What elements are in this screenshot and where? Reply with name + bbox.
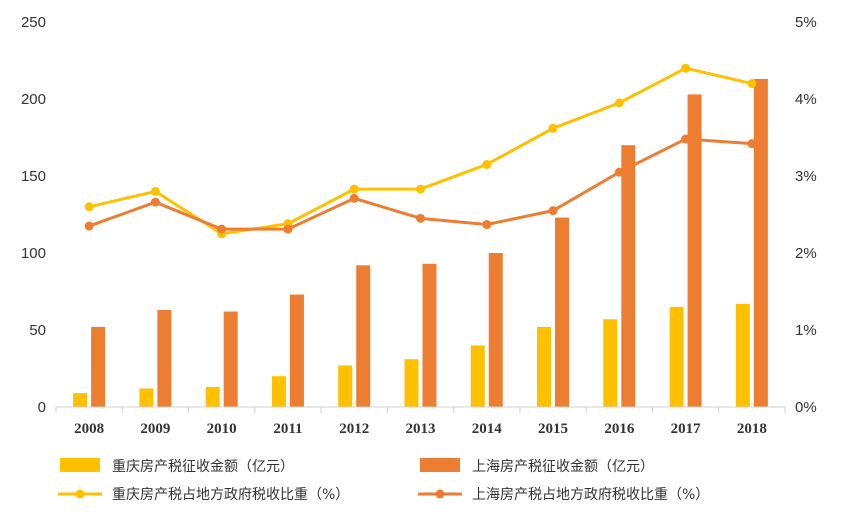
point-chongqing [747,79,757,89]
x-tick-label: 2011 [273,421,302,437]
bar-chongqing [271,376,286,407]
x-tick-label: 2016 [604,421,635,437]
right-tick-label: 2% [795,245,817,262]
x-tick-label: 2013 [406,421,436,437]
bar-chongqing [735,303,750,407]
legend-swatch-marker [435,489,445,499]
bar-chongqing [470,345,485,407]
legend-swatch [60,458,100,472]
right-tick-label: 0% [795,399,817,416]
point-chongqing [548,123,558,133]
bar-chongqing [139,388,154,407]
bar-shanghai [223,311,238,407]
x-tick-label: 2010 [207,421,237,437]
point-chongqing [416,184,425,194]
x-tick-label: 2008 [74,421,104,437]
left-tick-label: 250 [21,14,46,31]
point-shanghai [84,221,94,231]
bar-chongqing [537,326,552,407]
point-shanghai [614,167,624,177]
point-shanghai [548,206,558,216]
right-tick-label: 3% [795,168,817,185]
point-chongqing [614,98,624,108]
x-tick-label: 2018 [737,421,767,437]
point-chongqing [150,186,160,196]
bar-shanghai [91,326,106,407]
bar-chongqing [603,319,618,407]
point-chongqing [681,63,691,73]
bar-shanghai [422,263,437,407]
bar-series [73,78,768,407]
point-chongqing [482,159,492,169]
point-shanghai [349,193,359,203]
left-tick-label: 50 [29,322,46,339]
legend: 重庆房产税征收金额（亿元） 上海房产税征收金额（亿元） 重庆房产税占地方政府税收比重… [58,458,709,503]
point-shanghai [681,134,691,144]
x-tick-label: 2015 [538,421,568,437]
x-tick-label: 2012 [339,421,369,437]
bar-chongqing [404,359,419,407]
bar-shanghai [621,145,636,407]
point-chongqing [84,202,94,212]
right-tick-label: 4% [795,91,817,108]
line-chongqing [88,66,753,236]
left-tick-label: 100 [21,245,46,262]
left-tick-label: 150 [21,168,46,185]
x-tick-label: 2009 [140,421,170,437]
left-tick-label: 200 [21,91,46,108]
bar-shanghai [753,78,768,407]
bar-shanghai [687,94,702,407]
point-shanghai [416,213,425,223]
x-axis-ticks: 2008 2009 2010 2011 2012 2013 2014 2015 2016 2017… [55,407,786,437]
point-shanghai [150,197,160,207]
left-axis-ticks: 0 50 100 150 200 250 [21,14,46,416]
point-shanghai [217,224,227,234]
legend-swatch-marker [75,489,85,499]
bar-shanghai [488,253,503,407]
legend-label: 重庆房产税征收金额（亿元） [112,459,294,475]
bar-shanghai [555,217,570,407]
x-tick-label: 2014 [472,421,503,437]
bar-shanghai [356,265,371,407]
right-axis-ticks: 0% 1% 2% 3% 4% 5% [795,14,817,416]
point-chongqing [349,184,359,194]
legend-label: 重庆房产税占地方政府税收比重（%） [112,487,349,503]
right-tick-label: 1% [795,322,817,339]
bar-shanghai [289,294,304,407]
line-series [84,63,757,239]
legend-swatch [420,458,460,472]
bar-chongqing [669,306,684,407]
bar-chongqing [205,386,220,407]
legend-label: 上海房产税占地方政府税收比重（%） [472,487,709,503]
right-tick-label: 5% [795,14,817,31]
bar-chongqing [73,393,88,407]
x-tick-label: 2017 [671,421,702,437]
bar-shanghai [157,309,172,407]
point-shanghai [747,139,757,149]
legend-label: 上海房产税征收金额（亿元） [472,459,654,475]
bar-chongqing [338,365,353,407]
point-shanghai [482,220,492,230]
point-shanghai [283,224,293,234]
left-tick-label: 0 [38,399,46,416]
